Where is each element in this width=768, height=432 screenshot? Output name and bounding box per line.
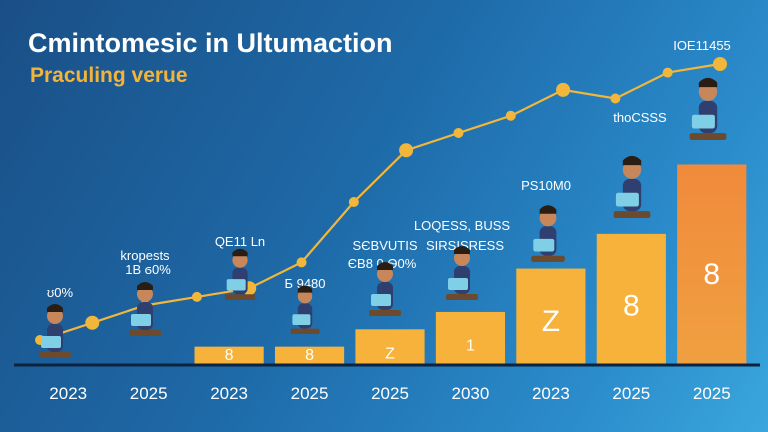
- trend-point: [85, 315, 100, 330]
- bar: [194, 346, 264, 364]
- figure-hair: [539, 205, 557, 214]
- figure-seat: [531, 255, 565, 262]
- figure-laptop: [533, 238, 555, 252]
- annotation-label: 1B ϭ0%: [125, 262, 171, 277]
- chart-title: Cmintomesic in Ultumaction: [28, 28, 393, 58]
- trend-line: [39, 62, 721, 342]
- figure-seat: [446, 294, 478, 300]
- trend-point: [610, 93, 621, 104]
- figure-head: [622, 160, 642, 179]
- person-in-chair-icon: [531, 205, 565, 262]
- x-tick-label: 2023: [532, 384, 570, 403]
- figure-seat: [224, 294, 256, 300]
- bar: [274, 346, 345, 364]
- figure-hair: [698, 77, 718, 88]
- trend-point: [662, 67, 673, 78]
- person-walking-up-icon: [689, 77, 727, 140]
- figure-seat: [369, 310, 401, 316]
- annotation-label: ʊ0%: [47, 285, 74, 300]
- annotation-label: kropests: [120, 248, 170, 263]
- x-tick-label: 2025: [612, 384, 650, 403]
- annotation-label: QE11 Ln: [215, 234, 265, 249]
- figure-laptop: [131, 314, 151, 326]
- figure-seat: [290, 328, 320, 334]
- trend-point: [191, 291, 202, 302]
- bar-data-label: 8: [623, 289, 640, 322]
- figure-laptop: [615, 192, 639, 207]
- person-sitting-with-laptop-icon: [446, 246, 478, 300]
- person-on-stool-with-laptop-icon: [613, 155, 651, 218]
- bar-data-label: Z: [542, 305, 560, 338]
- figure-seat: [129, 330, 161, 336]
- figure-hair: [232, 248, 248, 257]
- figure-laptop: [226, 279, 246, 291]
- bar: [596, 233, 666, 364]
- trend-point: [505, 110, 516, 121]
- x-tick-label: 2025: [291, 384, 329, 403]
- figure-laptop: [292, 314, 311, 325]
- annotation-label: IOE11455: [673, 38, 731, 53]
- figure-hair: [454, 246, 470, 254]
- trend-point: [399, 143, 414, 158]
- x-tick-label: 2025: [371, 384, 409, 403]
- figure-laptop: [691, 114, 715, 129]
- annotation-label: LOQESS, BUSS: [414, 218, 510, 233]
- figure-seat: [39, 352, 71, 358]
- annotation-label: thoCSSS: [613, 110, 667, 125]
- trend-point: [348, 197, 359, 207]
- x-tick-label: 2025: [693, 384, 731, 403]
- trend-point: [453, 128, 464, 138]
- figure-hair: [137, 282, 153, 290]
- figure-laptop: [448, 278, 468, 290]
- figure-hair: [47, 304, 63, 312]
- figure-hair: [622, 155, 642, 166]
- person-sitting-with-laptop-icon: [39, 304, 71, 358]
- x-tick-label: 2030: [452, 384, 490, 403]
- annotation-label: Б 9480: [284, 276, 325, 291]
- chart-subtitle: Praculing verue: [30, 64, 188, 87]
- x-tick-label: 2023: [49, 384, 87, 403]
- person-at-desk-icon: [129, 282, 161, 336]
- bar: [355, 329, 425, 364]
- figure-head: [232, 252, 248, 268]
- bar-data-label: 8: [305, 347, 314, 364]
- bar-data-label: 1: [466, 338, 475, 355]
- x-tick-label: 2025: [130, 384, 168, 403]
- annotation-label: PS10M0: [521, 178, 571, 193]
- person-at-desk-icon: [224, 248, 256, 300]
- figure-head: [297, 289, 313, 304]
- trend-point: [556, 82, 571, 97]
- person-with-laptop-icon: [290, 285, 320, 334]
- figure-hair: [377, 262, 393, 270]
- bar-data-label: Z: [385, 345, 395, 362]
- bar: [677, 164, 747, 364]
- trend-point: [296, 257, 307, 268]
- annotation-label: SIRSISRESS: [426, 238, 504, 253]
- figure-hair: [297, 285, 313, 293]
- figure-seat: [689, 133, 727, 140]
- x-tick-label: 2023: [210, 384, 248, 403]
- person-lounging-with-laptop-icon: [369, 262, 401, 316]
- figure-seat: [613, 211, 651, 218]
- annotation-label: SЄBVUTIS: [353, 238, 418, 253]
- bar-data-label: 8: [225, 347, 234, 364]
- figure-laptop: [41, 336, 61, 348]
- bar: [435, 311, 506, 364]
- figure-laptop: [371, 294, 391, 306]
- bar: [516, 268, 586, 364]
- trend-point: [713, 57, 727, 71]
- bar-data-label: 8: [703, 258, 720, 291]
